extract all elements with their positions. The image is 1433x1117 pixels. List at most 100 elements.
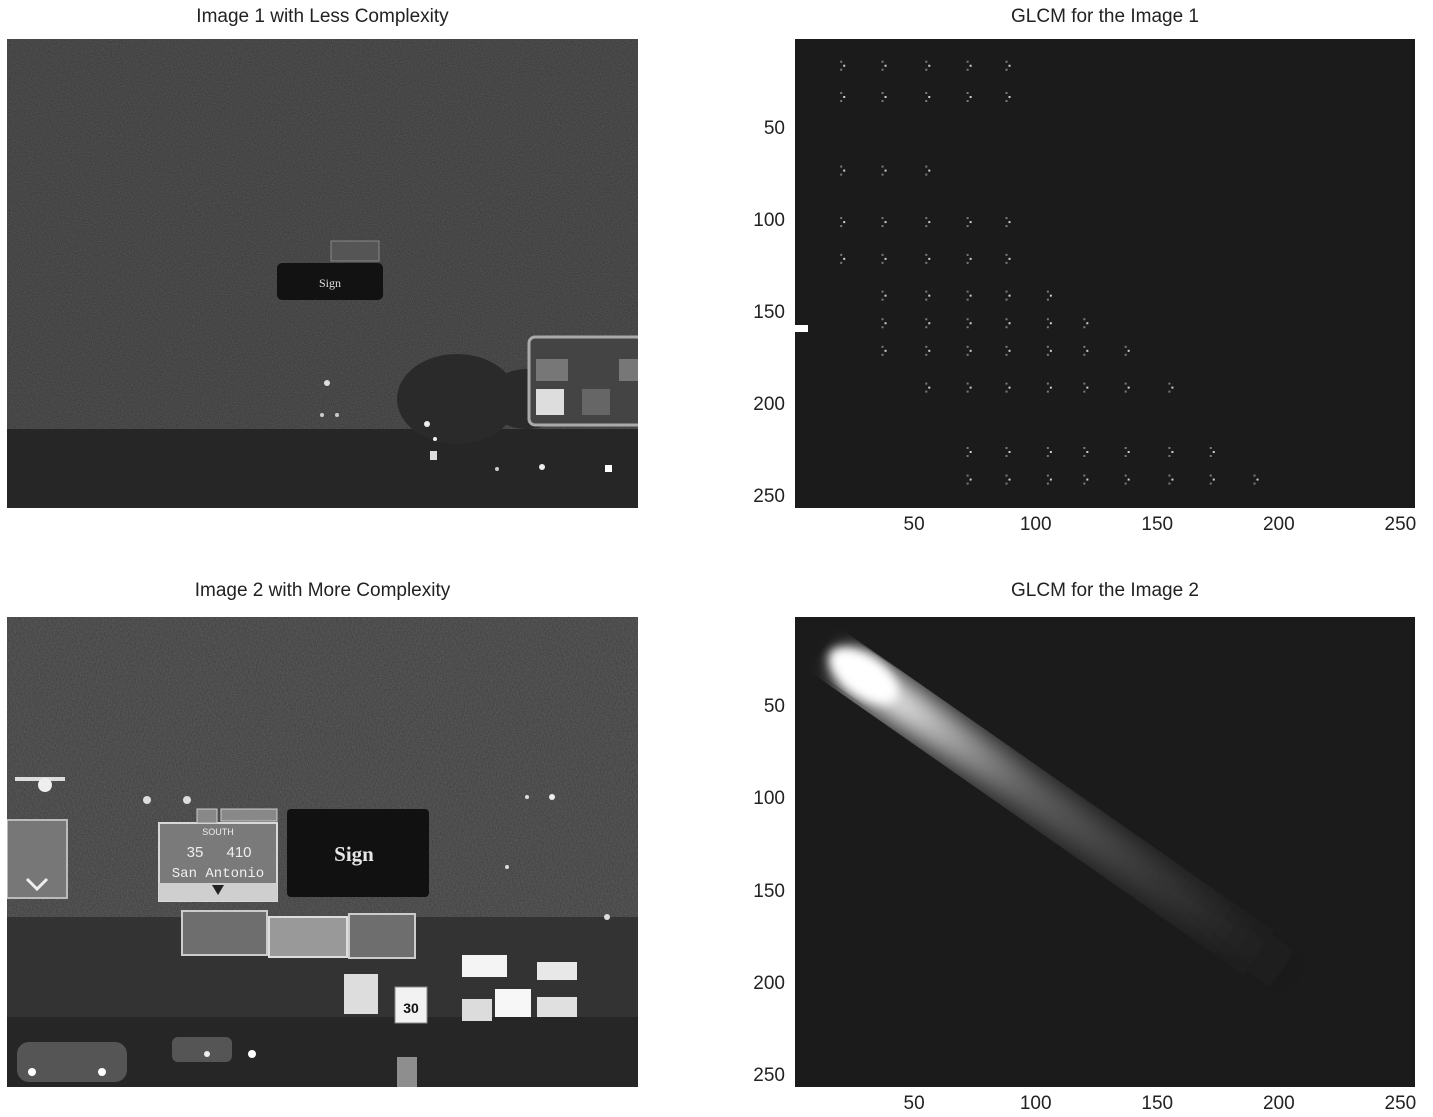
- image2-photo: SOUTH 35 410 San Antonio Sign 30: [7, 617, 638, 1087]
- glcm1-ytick-100: 100: [753, 210, 785, 232]
- glcm1-point: [966, 345, 972, 356]
- speed-limit-sign: 30: [403, 1000, 419, 1016]
- glcm1-xtick-250: 250: [1384, 514, 1417, 535]
- glcm1-point: [881, 217, 887, 228]
- hwy-410: 410: [226, 844, 251, 861]
- glcm1-point: [1209, 446, 1215, 457]
- hwy-south: SOUTH: [202, 827, 234, 837]
- sign-mask-2: [287, 809, 429, 897]
- glcm2-xtick-150: 150: [1141, 1093, 1174, 1114]
- glcm1-point: [925, 165, 931, 176]
- glcm1-point: [1046, 474, 1052, 485]
- image2-title: Image 2 with More Complexity: [194, 580, 451, 601]
- glcm1-point: [881, 253, 887, 264]
- glcm1-point: [1005, 290, 1011, 301]
- glcm2-ytick-100: 100: [753, 788, 785, 810]
- glcm1-point: [925, 318, 931, 329]
- glcm1-point: [1046, 290, 1052, 301]
- glcm1-point: [1005, 253, 1011, 264]
- glcm1-point: [966, 446, 972, 457]
- glcm1-point: [1005, 474, 1011, 485]
- glcm2-xtick-200: 200: [1262, 1093, 1295, 1114]
- glcm1-ytick-50: 50: [763, 118, 785, 140]
- glcm1-point: [1124, 345, 1130, 356]
- glcm1-xtick-100: 100: [1019, 514, 1052, 535]
- glcm1-point: [1046, 446, 1052, 457]
- glcm1-point: [1005, 60, 1011, 71]
- glcm1-point: [1168, 382, 1174, 393]
- glcm1-ytick-150: 150: [753, 302, 785, 324]
- glcm1-point: [881, 92, 887, 103]
- glcm1-point: [1253, 474, 1259, 485]
- glcm2-peak: [828, 647, 898, 704]
- glcm1-xtick-150: 150: [1141, 514, 1174, 535]
- glcm1-point: [925, 217, 931, 228]
- image1-photo: Sign: [7, 39, 638, 508]
- glcm1-point: [1005, 382, 1011, 393]
- glcm1-point: [840, 253, 846, 264]
- glcm2-title: GLCM for the Image 2: [1011, 580, 1199, 601]
- glcm1-plot: [795, 39, 1415, 508]
- glcm1-point: [925, 253, 931, 264]
- glcm1-point: [966, 474, 972, 485]
- glcm1-point: [881, 318, 887, 329]
- glcm2-xtick-50: 50: [903, 1093, 925, 1114]
- sign-label: Sign: [319, 276, 341, 290]
- glcm2-plot: [795, 617, 1415, 1087]
- glcm1-ytick-250: 250: [753, 485, 785, 507]
- glcm1-point: [966, 290, 972, 301]
- glcm1-point: [840, 165, 846, 176]
- glcm2-ytick-200: 200: [753, 972, 785, 994]
- glcm1-point: [1124, 382, 1130, 393]
- glcm1-point: [881, 345, 887, 356]
- glcm1-point: [1083, 318, 1089, 329]
- glcm1-point: [840, 60, 846, 71]
- hwy-35: 35: [187, 844, 204, 861]
- glcm1-ytick-200: 200: [753, 394, 785, 415]
- glcm1-point: [1209, 474, 1215, 485]
- glcm1-point: [1046, 345, 1052, 356]
- glcm1-xtick-200: 200: [1262, 514, 1295, 535]
- glcm1-point: [1083, 446, 1089, 457]
- glcm1-point: [881, 60, 887, 71]
- glcm1-point: [840, 92, 846, 103]
- glcm1-point: [925, 382, 931, 393]
- glcm1-point: [881, 290, 887, 301]
- glcm1-point: [966, 217, 972, 228]
- glcm1-point: [925, 92, 931, 103]
- glcm1-point: [966, 60, 972, 71]
- glcm1-point: [1005, 345, 1011, 356]
- glcm1-point: [925, 290, 931, 301]
- glcm1-point: [1005, 318, 1011, 329]
- small-exit-sign: [330, 240, 380, 262]
- glcm1-point: [1005, 217, 1011, 228]
- glcm1-point: [1083, 345, 1089, 356]
- glcm2-xtick-250: 250: [1384, 1093, 1417, 1114]
- glcm2-diagonal-band: [837, 651, 1308, 994]
- glcm1-point: [925, 60, 931, 71]
- glcm1-point: [1046, 318, 1052, 329]
- glcm1-point: [966, 253, 972, 264]
- glcm1-edge-marker: [795, 325, 808, 332]
- sign-label-2: Sign: [334, 842, 374, 866]
- glcm1-xtick-50: 50: [903, 514, 925, 535]
- glcm1-point: [1124, 474, 1130, 485]
- glcm1-point: [1005, 446, 1011, 457]
- image1-title: Image 1 with Less Complexity: [196, 6, 449, 27]
- glcm1-point: [925, 345, 931, 356]
- glcm1-point: [966, 92, 972, 103]
- glcm1-point: [1083, 382, 1089, 393]
- glcm1-point: [1168, 474, 1174, 485]
- hwy-san-antonio: San Antonio: [172, 866, 264, 882]
- glcm1-point: [881, 165, 887, 176]
- glcm2-ytick-150: 150: [753, 880, 785, 902]
- glcm1-point: [1005, 92, 1011, 103]
- glcm1-point: [1168, 446, 1174, 457]
- glcm2-xtick-100: 100: [1019, 1093, 1052, 1114]
- glcm1-point: [840, 217, 846, 228]
- glcm1-point: [1083, 474, 1089, 485]
- glcm1-point: [966, 318, 972, 329]
- sign-mask: [277, 263, 383, 300]
- glcm1-point: [1124, 446, 1130, 457]
- glcm1-title: GLCM for the Image 1: [1011, 6, 1199, 27]
